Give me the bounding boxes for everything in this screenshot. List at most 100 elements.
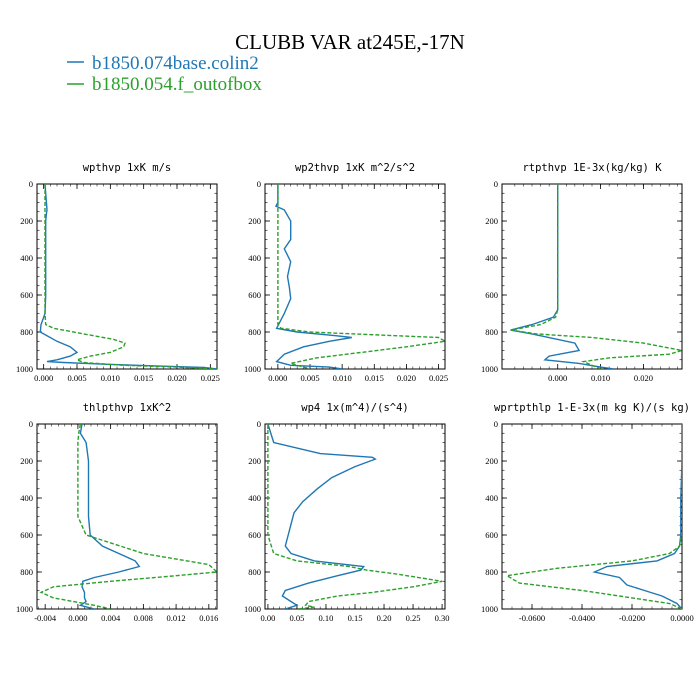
x-tick-label: 0.30 [435, 613, 450, 623]
x-tick-label: 0.000 [34, 373, 53, 383]
y-tick-label: 0 [257, 179, 261, 189]
y-tick-label: 0 [257, 419, 261, 429]
x-tick-label: 0.000 [548, 373, 567, 383]
plot-frame [36, 183, 218, 370]
x-tick-label: 0.20 [377, 613, 392, 623]
x-tick-label: 0.004 [101, 613, 121, 623]
series-line-0 [39, 184, 217, 369]
y-tick-label: 800 [20, 327, 33, 337]
series-line-1 [39, 424, 217, 609]
panel-title: thlpthvp 1xK^2 [83, 402, 172, 414]
series-line-1 [504, 424, 682, 609]
y-tick-label: 200 [248, 216, 261, 226]
x-tick-label: 0.020 [167, 373, 186, 383]
x-tick-label: 0.020 [397, 373, 416, 383]
plot-frame [36, 423, 218, 610]
plot-frame [501, 423, 683, 610]
x-tick-label: -0.004 [34, 613, 57, 623]
y-tick-label: 800 [248, 567, 261, 577]
x-tick-label: 0.25 [406, 613, 421, 623]
y-tick-label: 0 [494, 419, 498, 429]
x-tick-label: 0.10 [319, 613, 334, 623]
panel-title: wprtpthlp 1-E-3x(m kg K)/(s kg) [494, 402, 690, 414]
x-tick-label: 0.000 [268, 373, 287, 383]
plot-frame [264, 183, 446, 370]
x-tick-label: 0.000 [68, 613, 87, 623]
x-tick-label: 0.025 [201, 373, 220, 383]
panel-title: wpthvp 1xK m/s [83, 162, 172, 174]
y-tick-label: 600 [485, 290, 498, 300]
panel-5: wprtpthlp 1-E-3x(m kg K)/(s kg) 0 200 400 60… [481, 402, 694, 623]
y-tick-label: 400 [248, 493, 261, 503]
x-tick-label: 0.012 [167, 613, 186, 623]
panel-2: rtpthvp 1E-3x(kg/kg) K 0 200 400 600 800 1000 0… [481, 162, 683, 383]
x-tick-label: 0.020 [634, 373, 653, 383]
series-line-0 [274, 184, 352, 369]
x-tick-label: 0.00 [260, 613, 275, 623]
y-tick-label: 0 [494, 179, 498, 189]
y-tick-label: 600 [485, 530, 498, 540]
y-tick-label: 200 [248, 456, 261, 466]
series-line-0 [510, 184, 614, 369]
x-tick-label: 0.016 [199, 613, 218, 623]
x-tick-label: -0.0600 [519, 613, 545, 623]
y-tick-label: 400 [485, 253, 498, 263]
x-tick-label: 0.0000 [670, 613, 693, 623]
legend-label-1: b1850.054.f_outofbox [92, 74, 262, 95]
x-tick-label: 0.010 [101, 373, 120, 383]
y-tick-label: 600 [20, 530, 33, 540]
panel-3: thlpthvp 1xK^2 0 200 400 600 800 1000-0.004 0.0… [16, 402, 218, 623]
x-tick-label: -0.0200 [619, 613, 645, 623]
x-tick-label: 0.008 [134, 613, 153, 623]
x-tick-label: 0.015 [134, 373, 153, 383]
x-tick-label: 0.010 [333, 373, 352, 383]
y-tick-label: 600 [248, 530, 261, 540]
series-line-1 [510, 184, 682, 369]
y-tick-label: 200 [20, 456, 33, 466]
y-tick-label: 0 [29, 419, 33, 429]
series-line-1 [44, 184, 217, 369]
plot-frame [501, 183, 683, 370]
series-line-0 [267, 424, 377, 609]
y-tick-label: 200 [20, 216, 33, 226]
y-tick-label: 600 [248, 290, 261, 300]
y-tick-label: 1000 [481, 604, 498, 614]
y-tick-label: 400 [20, 493, 33, 503]
y-tick-label: 1000 [481, 364, 498, 374]
y-tick-label: 400 [485, 493, 498, 503]
y-tick-label: 800 [20, 567, 33, 577]
panel-title: wp4 1x(m^4)/(s^4) [301, 402, 408, 414]
y-tick-label: 800 [485, 327, 498, 337]
panel-title: rtpthvp 1E-3x(kg/kg) K [522, 162, 662, 174]
series-line-1 [267, 424, 443, 609]
y-tick-label: 600 [20, 290, 33, 300]
series-line-1 [277, 184, 445, 369]
y-tick-label: 1000 [16, 364, 33, 374]
x-tick-label: 0.15 [348, 613, 363, 623]
y-tick-label: 400 [20, 253, 33, 263]
y-tick-label: 200 [485, 456, 498, 466]
panel-1: wp2thvp 1xK m^2/s^2 0 200 400 600 800 1000 0.00… [244, 162, 448, 383]
legend-label-0: b1850.074base.colin2 [92, 53, 259, 74]
y-tick-label: 800 [485, 567, 498, 577]
panel-title: wp2thvp 1xK m^2/s^2 [295, 162, 415, 174]
x-tick-label: 0.005 [67, 373, 86, 383]
x-tick-label: 0.05 [289, 613, 304, 623]
x-tick-label: 0.010 [591, 373, 610, 383]
legend: b1850.074base.colin2 b1850.054.f_outofbo… [67, 53, 262, 95]
series-line-0 [592, 424, 682, 609]
figure-title: CLUBB VAR at245E,-17N [235, 30, 465, 54]
y-tick-label: 1000 [16, 604, 33, 614]
y-tick-label: 200 [485, 216, 498, 226]
y-tick-label: 400 [248, 253, 261, 263]
y-tick-label: 1000 [244, 604, 261, 614]
series-line-0 [78, 424, 141, 609]
x-tick-label: 0.015 [365, 373, 384, 383]
y-tick-label: 800 [248, 327, 261, 337]
x-tick-label: 0.025 [429, 373, 448, 383]
y-tick-label: 1000 [244, 364, 261, 374]
